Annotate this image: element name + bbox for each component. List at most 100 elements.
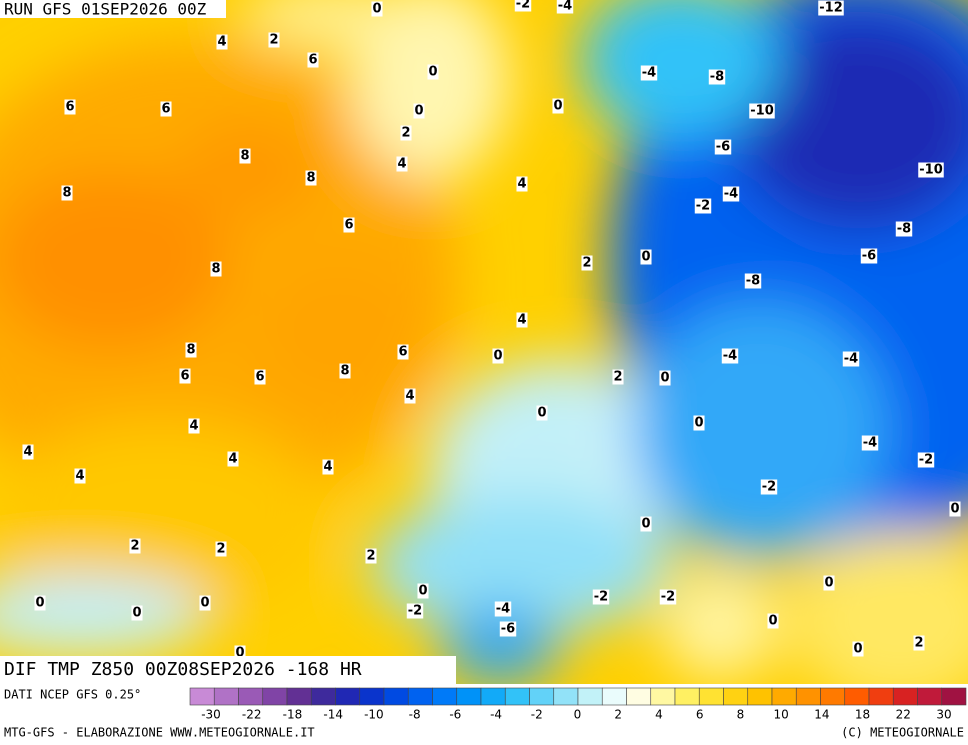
colorbar-tick-label: 22 [896, 708, 911, 722]
label-background [339, 363, 351, 379]
contour-value: 4 [405, 389, 414, 404]
contour-value: 2 [914, 636, 923, 651]
contour-value: 8 [240, 149, 249, 164]
colorbar-tick-label: -6 [449, 708, 461, 722]
contour-label: 2 [581, 255, 593, 271]
colorbar-tick-label: 18 [855, 708, 870, 722]
color-swatch [698, 687, 724, 706]
contour-label: -4 [721, 348, 739, 364]
contour-value: -6 [501, 622, 515, 637]
label-background [254, 369, 266, 385]
contour-value: -8 [710, 70, 724, 85]
contour-label: 4 [188, 418, 200, 434]
label-background [185, 342, 197, 358]
contour-label: -12 [818, 0, 844, 16]
contour-value: 0 [824, 576, 833, 591]
run-label: RUN GFS 01SEP2026 00Z [4, 0, 207, 19]
label-background [581, 255, 593, 271]
contour-label: 4 [227, 451, 239, 467]
label-background [552, 98, 564, 114]
contour-label: -4 [722, 186, 740, 202]
label-background [823, 575, 835, 591]
label-background [694, 198, 712, 214]
label-background [516, 312, 528, 328]
colorbar-tick-label: -18 [283, 708, 303, 722]
contour-label: 2 [215, 541, 227, 557]
label-background [307, 52, 319, 68]
label-background [396, 156, 408, 172]
contour-label: 8 [239, 148, 251, 164]
contour-label: -10 [918, 162, 944, 178]
contour-value: -2 [516, 0, 530, 12]
contour-label: -2 [760, 479, 778, 495]
contour-label: 6 [307, 52, 319, 68]
colorbar-tick-label: -30 [201, 708, 221, 722]
contour-value: 2 [216, 542, 225, 557]
contour-label: 0 [417, 583, 429, 599]
contour-label: 0 [767, 613, 779, 629]
contour-value: -12 [819, 1, 843, 16]
contour-label: -4 [556, 0, 574, 14]
contour-label: -4 [494, 601, 512, 617]
contour-label: 0 [552, 98, 564, 114]
color-swatch [650, 687, 676, 706]
color-swatch [335, 687, 361, 706]
contour-label: 0 [427, 64, 439, 80]
label-background [199, 595, 211, 611]
contour-value: 0 [414, 104, 423, 119]
label-background [322, 459, 334, 475]
label-background [406, 603, 424, 619]
contour-value: 6 [161, 102, 170, 117]
contour-label: 2 [612, 369, 624, 385]
label-background [818, 0, 844, 16]
contour-value: -6 [862, 249, 876, 264]
contour-value: 4 [23, 445, 32, 460]
contour-label: -8 [744, 273, 762, 289]
label-background [499, 621, 517, 637]
contour-label: 0 [34, 595, 46, 611]
contour-value: 6 [344, 218, 353, 233]
label-background [852, 641, 864, 657]
color-swatch [601, 687, 627, 706]
contour-label: -4 [842, 351, 860, 367]
label-background [227, 451, 239, 467]
contour-value: -2 [762, 480, 776, 495]
color-swatch [577, 687, 603, 706]
contour-value: 2 [582, 256, 591, 271]
label-background [494, 601, 512, 617]
contour-value: 0 [200, 596, 209, 611]
colorbar: -30 -22 -18 -14 -10 -8 -6 -4 -2 0 2 4 6 8 10 14 18 22 30 [189, 687, 967, 722]
contour-value: 8 [62, 186, 71, 201]
contour-value: 0 [641, 517, 650, 532]
contour-label: 8 [339, 363, 351, 379]
label-background [744, 273, 762, 289]
contour-label: 8 [305, 170, 317, 186]
contour-label: 6 [64, 99, 76, 115]
contour-value: 2 [269, 33, 278, 48]
label-background [129, 538, 141, 554]
color-swatch [286, 687, 312, 706]
title-box [0, 656, 456, 684]
colorbar-tick-label: 8 [737, 708, 745, 722]
contour-value: -10 [750, 104, 774, 119]
contour-label: 4 [396, 156, 408, 172]
contour-value: 0 [418, 584, 427, 599]
contour-value: 2 [613, 370, 622, 385]
contour-label: -2 [694, 198, 712, 214]
label-background [492, 348, 504, 364]
credit: MTG-GFS - ELABORAZIONE WWW.METEOGIORNALE… [4, 726, 315, 740]
color-swatch [747, 687, 773, 706]
contour-value: -4 [863, 436, 877, 451]
contour-label: 2 [400, 125, 412, 141]
label-background [918, 162, 944, 178]
contour-label: 4 [404, 388, 416, 404]
contour-value: 2 [366, 549, 375, 564]
contour-label: 8 [61, 185, 73, 201]
label-background [861, 435, 879, 451]
label-background [64, 99, 76, 115]
label-background [612, 369, 624, 385]
contour-label: 8 [210, 261, 222, 277]
contour-label: 6 [343, 217, 355, 233]
colorbar-tick-label: 0 [574, 708, 582, 722]
label-background [215, 541, 227, 557]
